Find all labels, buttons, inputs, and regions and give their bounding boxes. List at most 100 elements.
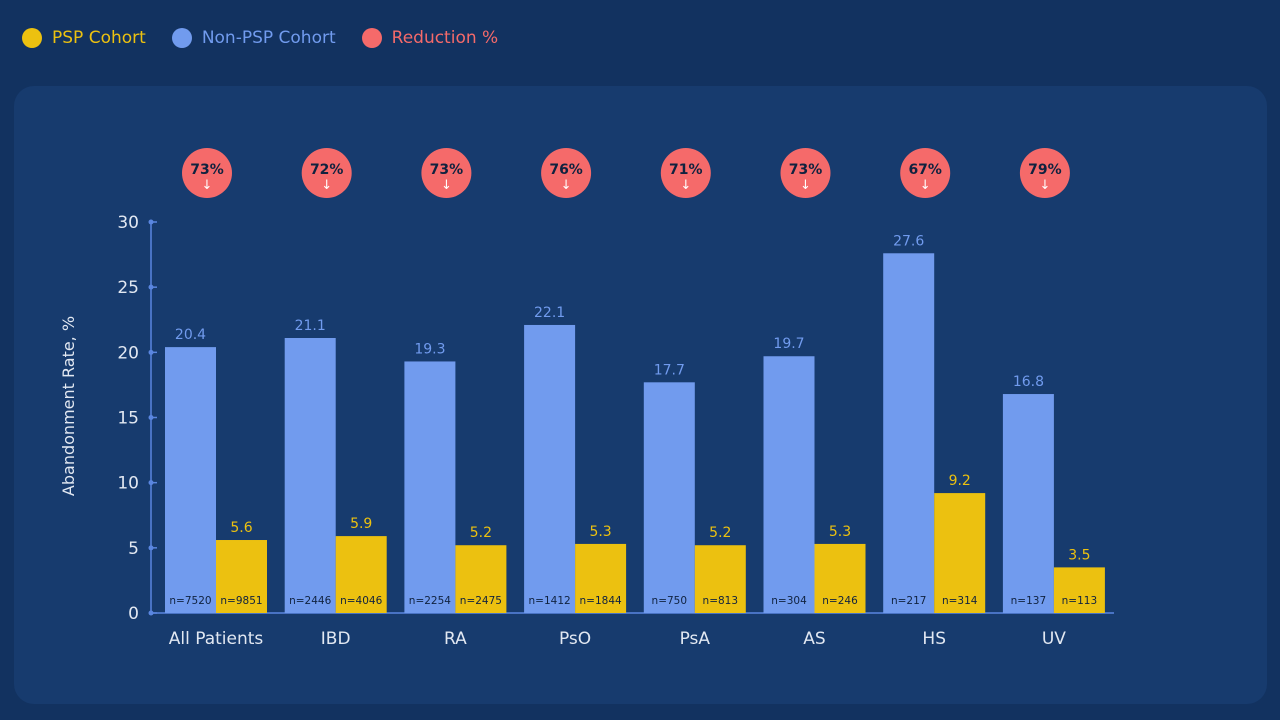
n-label-non-psp: n=2254 <box>409 595 451 607</box>
n-label-non-psp: n=304 <box>771 595 807 607</box>
reduction-label: 67% <box>908 162 942 178</box>
reduction-bubble <box>541 148 592 198</box>
data-label-non-psp: 22.1 <box>534 305 565 321</box>
bar-non-psp <box>284 337 336 613</box>
y-tick-label: 10 <box>117 474 139 494</box>
y-axis-title: Abandonment Rate, % <box>59 316 78 496</box>
n-label-non-psp: n=7520 <box>169 595 211 607</box>
bar-psp <box>575 543 627 613</box>
bar-non-psp <box>524 324 576 613</box>
n-label-psp: n=9851 <box>220 595 262 607</box>
data-label-psp: 5.2 <box>470 525 492 541</box>
legend-psp: PSP Cohort <box>22 28 146 48</box>
n-label-psp: n=113 <box>1062 595 1098 607</box>
bar-non-psp <box>763 356 815 613</box>
bar-non-psp <box>643 382 695 613</box>
bar-psp <box>694 545 746 613</box>
bar-psp <box>934 493 986 613</box>
reduction-arrow-icon: ↓ <box>202 178 213 193</box>
y-tick-label: 0 <box>128 604 139 624</box>
legend-psp-dot <box>22 28 42 48</box>
reduction-label: 72% <box>310 162 344 178</box>
y-tick-label: 15 <box>117 409 139 429</box>
bar-psp <box>814 543 866 613</box>
data-label-non-psp: 27.6 <box>893 233 924 249</box>
data-label-non-psp: 16.8 <box>1013 374 1044 390</box>
data-label-psp: 5.9 <box>350 516 372 532</box>
bar-psp <box>216 540 267 613</box>
data-label-non-psp: 21.1 <box>295 318 326 334</box>
reduction-bubble <box>182 148 232 198</box>
data-label-non-psp: 17.7 <box>654 362 685 378</box>
n-label-non-psp: n=1412 <box>529 595 571 607</box>
reduction-bubble <box>421 148 472 198</box>
bar-non-psp <box>165 347 216 613</box>
bar-psp <box>335 536 387 613</box>
x-category-label: PsO <box>559 629 591 649</box>
bar-non-psp <box>404 361 456 613</box>
n-label-psp: n=2475 <box>460 595 502 607</box>
bar-psp <box>1053 567 1105 613</box>
data-label-psp: 3.5 <box>1068 547 1090 563</box>
data-label-psp: 5.3 <box>829 524 851 540</box>
data-label-non-psp: 20.4 <box>175 327 206 343</box>
n-label-psp: n=314 <box>942 595 978 607</box>
n-label-non-psp: n=750 <box>652 595 688 607</box>
legend: PSP Cohort Non-PSP Cohort Reduction % <box>22 28 524 48</box>
reduction-label: 73% <box>430 162 464 178</box>
data-label-non-psp: 19.7 <box>773 336 804 352</box>
x-category-label: RA <box>444 629 467 649</box>
n-label-psp: n=1844 <box>580 595 622 607</box>
legend-non-psp-label: Non-PSP Cohort <box>201 28 336 48</box>
abandonment-chart: 0 5 10 15 20 25 30 Abandonment Rate, % 20.4 n=752… <box>59 148 1114 649</box>
n-label-psp: n=813 <box>703 595 739 607</box>
legend-non-psp: Non-PSP Cohort <box>171 28 336 48</box>
reduction-arrow-icon: ↓ <box>800 178 811 193</box>
x-category-label: AS <box>803 629 825 649</box>
reduction-bubble <box>780 148 831 198</box>
data-label-psp: 5.6 <box>230 520 252 536</box>
bar-non-psp <box>883 253 935 613</box>
data-label-psp: 5.2 <box>709 525 731 541</box>
reduction-bubble <box>900 148 951 198</box>
n-label-non-psp: n=137 <box>1011 595 1047 607</box>
reduction-arrow-icon: ↓ <box>680 178 691 193</box>
y-tick-label: 30 <box>117 213 139 233</box>
reduction-arrow-icon: ↓ <box>441 178 452 193</box>
y-tick-label: 20 <box>117 343 139 363</box>
data-label-non-psp: 19.3 <box>414 341 445 357</box>
reduction-label: 73% <box>190 162 224 178</box>
reduction-bubble <box>301 148 352 198</box>
x-category-label: All Patients <box>169 629 264 649</box>
reduction-arrow-icon: ↓ <box>920 178 931 193</box>
y-tick-label: 25 <box>117 278 139 298</box>
n-label-non-psp: n=217 <box>891 595 927 607</box>
x-category-label: HS <box>922 629 946 649</box>
data-label-psp: 5.3 <box>589 524 611 540</box>
x-category-label: UV <box>1042 629 1066 649</box>
n-label-psp: n=4046 <box>340 595 382 607</box>
reduction-arrow-icon: ↓ <box>1039 178 1050 193</box>
bar-psp <box>455 545 507 613</box>
reduction-label: 73% <box>789 162 823 178</box>
x-category-label: IBD <box>321 629 351 649</box>
n-label-psp: n=246 <box>822 595 858 607</box>
reduction-bubble <box>660 148 711 198</box>
reduction-arrow-icon: ↓ <box>321 178 332 193</box>
reduction-label: 76% <box>549 162 583 178</box>
n-label-non-psp: n=2446 <box>289 595 331 607</box>
chart-panel: 0 5 10 15 20 25 30 Abandonment Rate, % 20.4 n=752… <box>14 86 1267 704</box>
legend-reduction-dot <box>361 28 382 48</box>
reduction-label: 79% <box>1028 162 1062 178</box>
reduction-arrow-icon: ↓ <box>561 178 572 193</box>
y-tick-label: 5 <box>128 539 139 559</box>
legend-non-psp-dot <box>171 28 192 48</box>
data-label-psp: 9.2 <box>949 473 971 489</box>
reduction-bubble <box>1019 148 1070 198</box>
bar-non-psp <box>1002 394 1054 613</box>
reduction-label: 71% <box>669 162 703 178</box>
x-category-label: PsA <box>680 629 711 649</box>
legend-reduction-label: Reduction % <box>391 28 499 48</box>
legend-psp-label: PSP Cohort <box>52 28 146 48</box>
legend-reduction: Reduction % <box>361 28 499 48</box>
